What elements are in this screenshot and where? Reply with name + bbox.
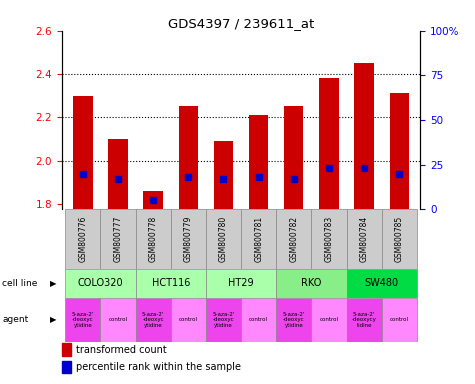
Text: 5-aza-2'
-deoxyc
ytidine: 5-aza-2' -deoxyc ytidine xyxy=(283,312,305,328)
Bar xyxy=(319,78,339,209)
Bar xyxy=(276,298,312,342)
Bar xyxy=(390,93,409,209)
Bar xyxy=(100,209,135,269)
Bar xyxy=(73,96,93,209)
Text: COLO320: COLO320 xyxy=(77,278,123,288)
Bar xyxy=(382,298,417,342)
Bar xyxy=(179,106,198,209)
Text: HT29: HT29 xyxy=(228,278,254,288)
Bar xyxy=(100,298,135,342)
Text: GSM800783: GSM800783 xyxy=(324,216,333,262)
Bar xyxy=(284,106,304,209)
Bar xyxy=(62,361,71,373)
Text: GSM800778: GSM800778 xyxy=(149,216,158,262)
Text: GSM800776: GSM800776 xyxy=(78,216,87,262)
Text: control: control xyxy=(179,317,198,322)
Text: agent: agent xyxy=(2,315,28,324)
Text: GSM800779: GSM800779 xyxy=(184,216,193,262)
Bar xyxy=(214,141,233,209)
Text: cell line: cell line xyxy=(2,279,38,288)
Text: GSM800782: GSM800782 xyxy=(289,216,298,262)
Text: percentile rank within the sample: percentile rank within the sample xyxy=(76,362,241,372)
Bar xyxy=(312,209,347,269)
Bar xyxy=(65,298,100,342)
Text: 5-aza-2'
-deoxycy
tidine: 5-aza-2' -deoxycy tidine xyxy=(352,312,377,328)
Text: RKO: RKO xyxy=(301,278,322,288)
Text: transformed count: transformed count xyxy=(76,345,167,355)
Text: GSM800784: GSM800784 xyxy=(360,216,369,262)
Bar xyxy=(108,139,128,209)
Bar xyxy=(347,298,382,342)
Bar xyxy=(135,269,206,298)
Text: GSM800785: GSM800785 xyxy=(395,216,404,262)
Text: control: control xyxy=(249,317,268,322)
Bar xyxy=(312,298,347,342)
Bar xyxy=(65,269,135,298)
Text: 5-aza-2'
-deoxyc
ytidine: 5-aza-2' -deoxyc ytidine xyxy=(72,312,94,328)
Bar xyxy=(276,209,312,269)
Bar xyxy=(135,209,171,269)
Bar xyxy=(206,298,241,342)
Text: control: control xyxy=(320,317,339,322)
Bar xyxy=(171,298,206,342)
Text: HCT116: HCT116 xyxy=(152,278,190,288)
Text: ▶: ▶ xyxy=(49,279,56,288)
Text: ▶: ▶ xyxy=(49,315,56,324)
Bar xyxy=(135,298,171,342)
Text: GSM800780: GSM800780 xyxy=(219,216,228,262)
Text: GSM800781: GSM800781 xyxy=(254,216,263,262)
Bar xyxy=(241,298,276,342)
Bar xyxy=(347,209,382,269)
Bar xyxy=(143,191,163,209)
Text: SW480: SW480 xyxy=(365,278,399,288)
Bar xyxy=(206,269,276,298)
Title: GDS4397 / 239611_at: GDS4397 / 239611_at xyxy=(168,17,314,30)
Text: 5-aza-2'
-deoxyc
ytidine: 5-aza-2' -deoxyc ytidine xyxy=(142,312,164,328)
Bar xyxy=(276,269,347,298)
Bar xyxy=(65,209,100,269)
Bar xyxy=(249,115,268,209)
Bar xyxy=(382,209,417,269)
Text: GSM800777: GSM800777 xyxy=(114,216,123,262)
Bar xyxy=(62,343,71,356)
Bar xyxy=(347,269,417,298)
Text: control: control xyxy=(390,317,409,322)
Bar xyxy=(206,209,241,269)
Text: control: control xyxy=(108,317,127,322)
Bar xyxy=(241,209,276,269)
Bar xyxy=(354,63,374,209)
Bar xyxy=(171,209,206,269)
Text: 5-aza-2'
-deoxyc
ytidine: 5-aza-2' -deoxyc ytidine xyxy=(212,312,235,328)
